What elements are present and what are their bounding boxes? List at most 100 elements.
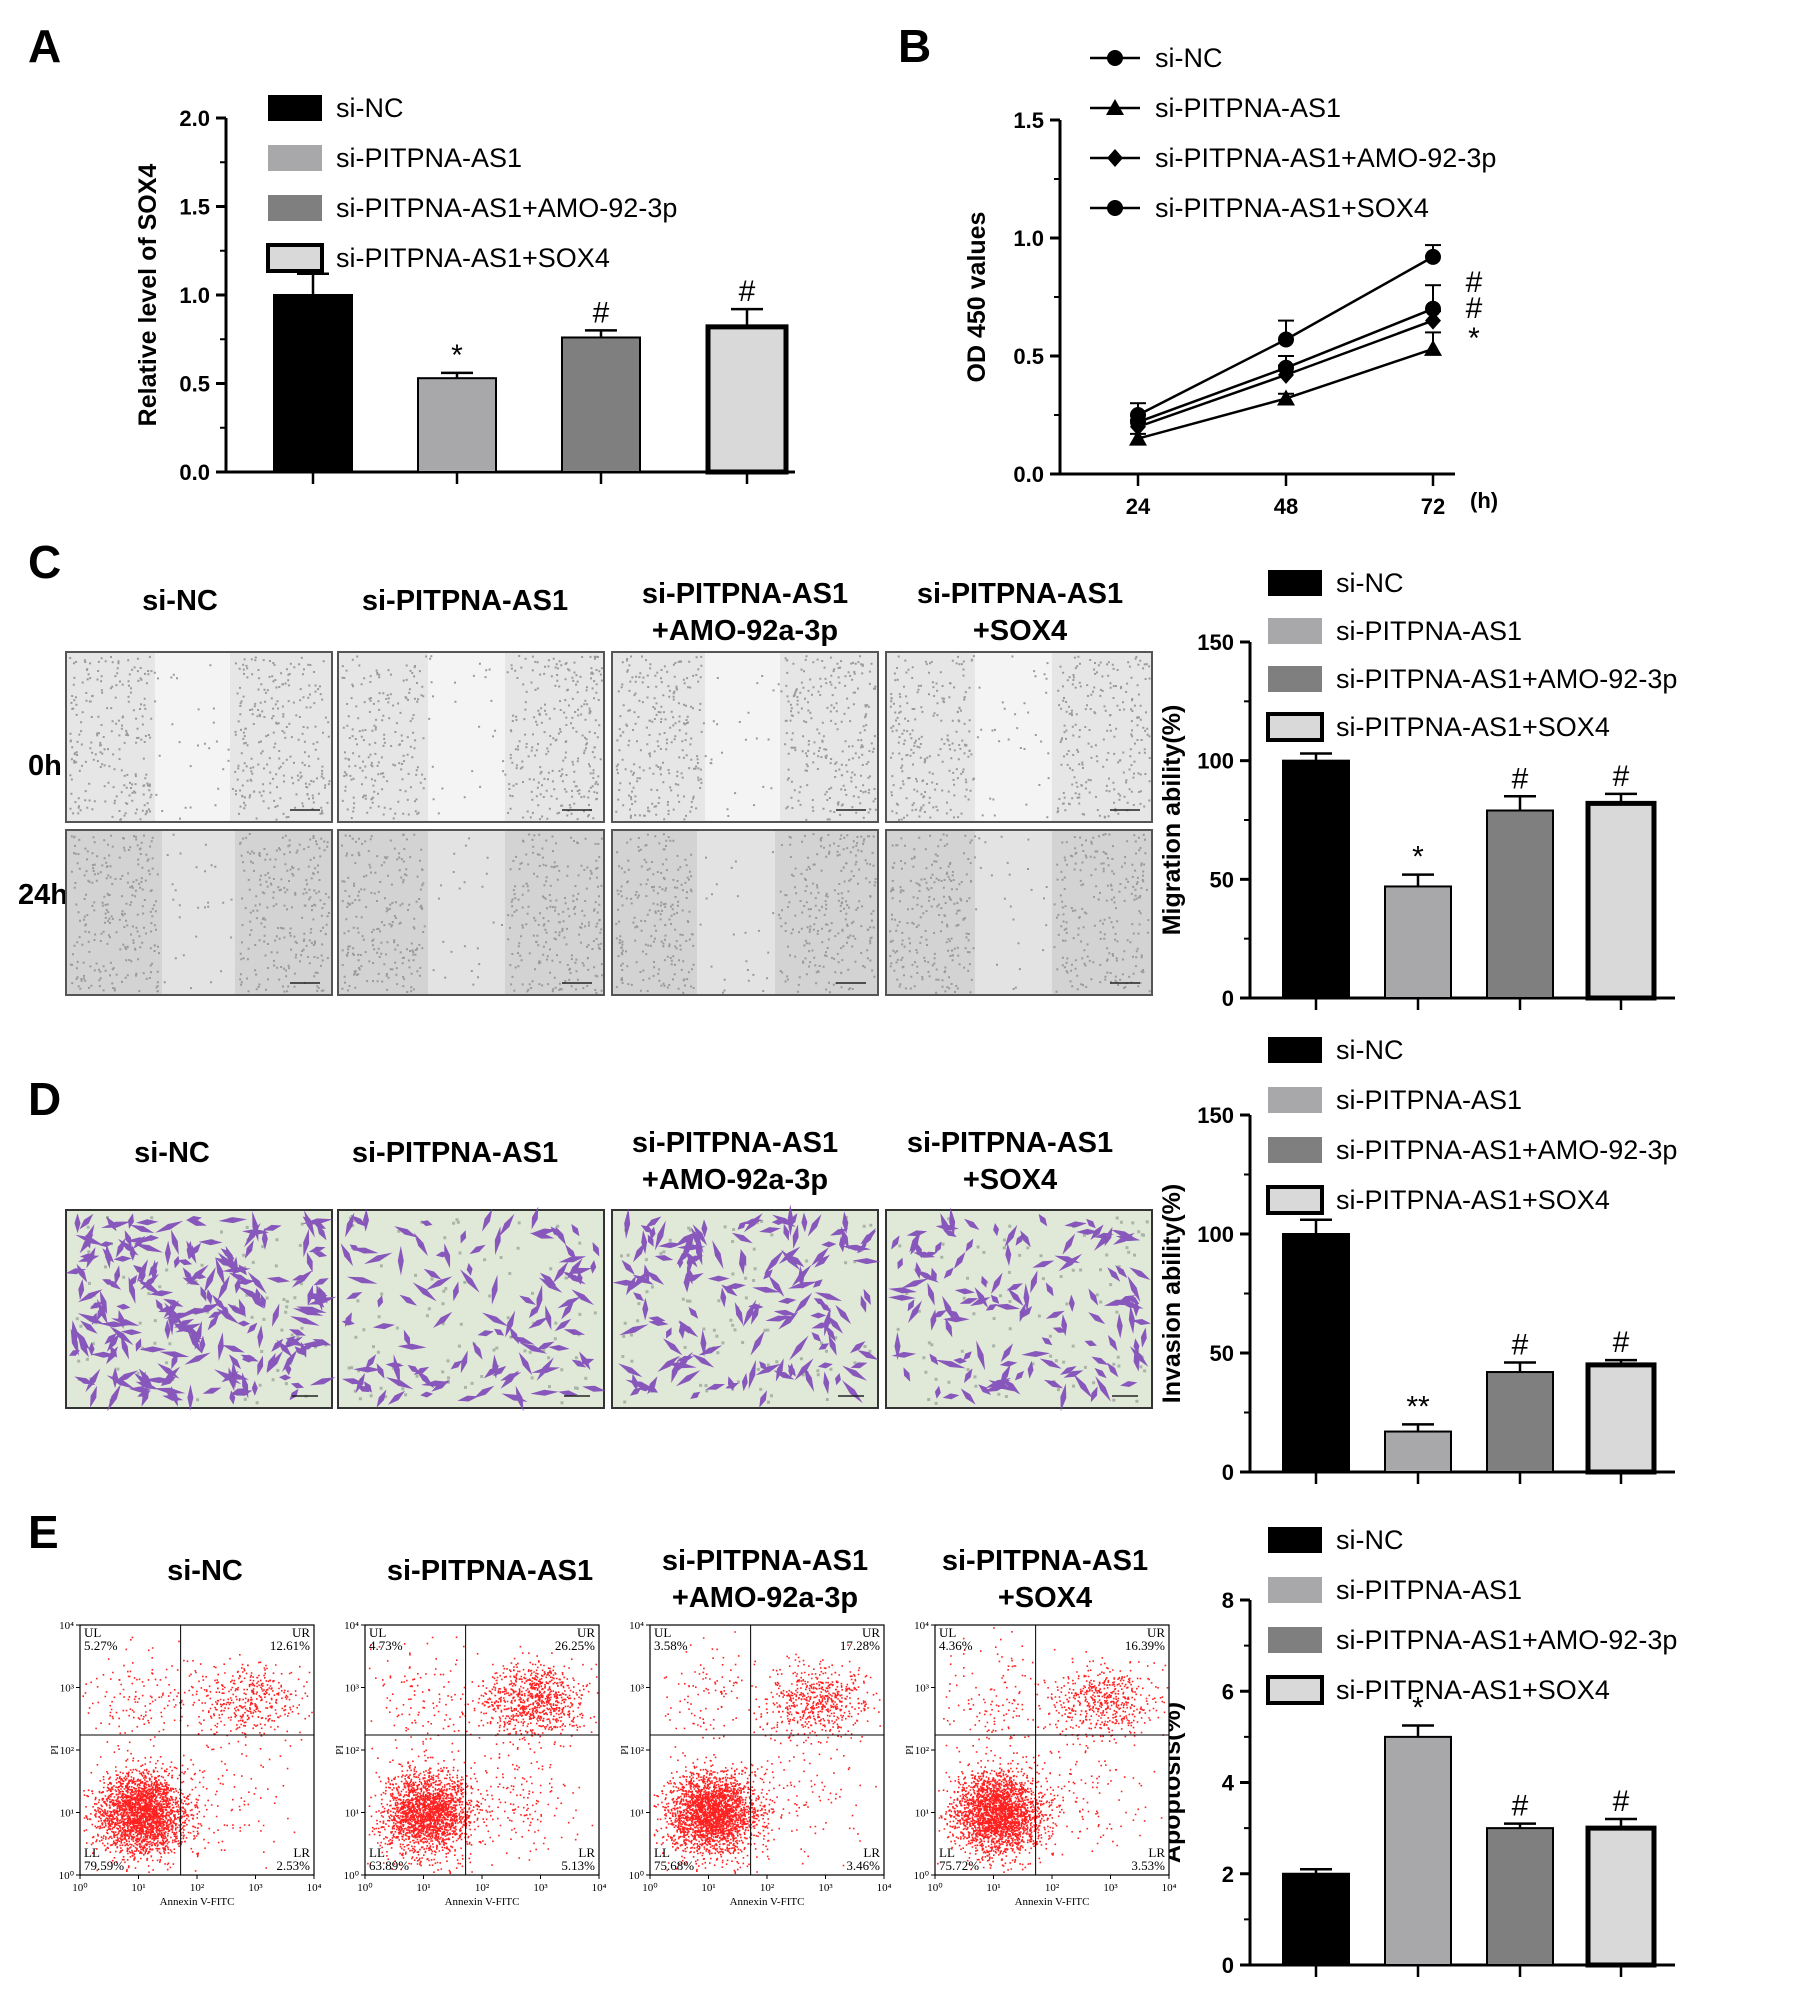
panel-a-y-tick-label: 1.5: [179, 195, 210, 220]
facs-y-tick-label: 10⁴: [59, 1620, 74, 1632]
facs-quad-label-ul: UL: [654, 1625, 671, 1640]
facs-y-tick-label: 10¹: [345, 1808, 359, 1820]
panel-a-sig-3: #: [593, 296, 610, 329]
panel-e-col-3-line-1: si-PITPNA-AS1: [662, 1545, 868, 1577]
legend-swatch-panel-c-3: [1268, 666, 1322, 692]
panel-e-y-tick-label: 0: [1222, 1953, 1234, 1978]
facs-quad-label-lr: LR: [1148, 1845, 1165, 1860]
facs-plot-frame-2: [364, 1624, 600, 1876]
panel-e-y-tick-label: 8: [1222, 1588, 1234, 1613]
panel-d-micrographs: [65, 1204, 1153, 1412]
facs-quad-value-lr: 5.13%: [561, 1858, 595, 1873]
panel-d-sig-4: #: [1613, 1326, 1630, 1359]
panel-c-col-4-line-2: +SOX4: [973, 615, 1067, 647]
facs-y-tick-label: 10⁰: [59, 1870, 75, 1882]
facs-quad-label-ul: UL: [369, 1625, 386, 1640]
legend-swatch-panel-e-2: [1268, 1577, 1322, 1603]
panel-a-bar-2: [417, 377, 497, 473]
facs-x-tick-label: 10³: [533, 1882, 548, 1894]
panel-d-col-3-line-2: +AMO-92a-3p: [642, 1164, 828, 1196]
panel-e-bar-1: [1282, 1872, 1350, 1966]
legend-swatch-panel-c-4: [1266, 712, 1324, 742]
facs-y-tick-label: 10⁴: [344, 1620, 359, 1632]
panel-d-sig-3: #: [1512, 1329, 1529, 1362]
panel-b-legend-label-3: si-PITPNA-AS1+AMO-92-3p: [1155, 143, 1496, 173]
panel-e-sig-4: #: [1613, 1785, 1630, 1818]
facs-y-tick-label: 10⁰: [344, 1870, 360, 1882]
panel-c-bar-2: [1384, 885, 1452, 999]
facs-quad-label-ur: UR: [1147, 1625, 1165, 1640]
facs-y-tick-label: 10⁴: [629, 1620, 644, 1632]
facs-x-tick-label: 10²: [760, 1882, 775, 1894]
panel-b-legend-marker-4: [1107, 200, 1123, 216]
facs-quad-label-ur: UR: [292, 1625, 310, 1640]
panel-e-col-1: si-NC: [167, 1555, 243, 1587]
panel-b-point-3-3: [1425, 311, 1441, 330]
facs-y-tick-label: 10³: [60, 1683, 75, 1695]
facs-quad-label-ll: LL: [939, 1845, 955, 1860]
panel-b-point-1-2: [1278, 331, 1294, 348]
facs-y-tick-label: 10³: [915, 1683, 930, 1695]
legend-label-panel-e-3: si-PITPNA-AS1+AMO-92-3p: [1336, 1625, 1677, 1655]
panel-a-bar-3: [561, 336, 641, 474]
facs-quad-label-lr: LR: [293, 1845, 310, 1860]
legend-label-panel-a-4: si-PITPNA-AS1+SOX4: [336, 243, 610, 273]
facs-quad-value-ll: 75.68%: [654, 1858, 694, 1873]
panel-a-y-tick-label: 1.0: [179, 283, 210, 308]
facs-x-tick-label: 10⁴: [877, 1882, 892, 1894]
panel-e-sig-2: *: [1412, 1691, 1424, 1724]
facs-x-tick-label: 10¹: [701, 1882, 715, 1894]
legend-swatch-panel-d-3: [1268, 1137, 1322, 1163]
panel-e-col-4-line-2: +SOX4: [998, 1582, 1092, 1614]
legend-label-panel-c-3: si-PITPNA-AS1+AMO-92-3p: [1336, 664, 1677, 694]
panel-e-bar-2: [1384, 1735, 1452, 1966]
panel-c-col-2: si-PITPNA-AS1: [362, 585, 568, 617]
scratch-cells-r2-c3: [615, 833, 877, 994]
facs-x-tick-label: 10²: [1045, 1882, 1060, 1894]
facs-quad-value-ul: 5.27%: [84, 1638, 118, 1653]
panel-e-col-4-line-1: si-PITPNA-AS1: [942, 1545, 1148, 1577]
panel-d-bar-3: [1486, 1371, 1554, 1474]
facs-y-tick-label: 10²: [630, 1745, 645, 1757]
panel-c-y-tick-label: 150: [1197, 630, 1234, 655]
panel-e-flow-cytometry: UL5.27%UR12.61%LL79.59%LR2.53%10⁰10⁰10¹1…: [49, 1620, 1177, 1908]
panel-b-point-2-3: [1424, 339, 1442, 356]
panel-b-y-tick-label: 1.5: [1013, 108, 1044, 133]
facs-quad-label-ll: LL: [84, 1845, 100, 1860]
scratch-gap-r2-c1: [162, 831, 235, 994]
facs-y-label: PI: [334, 1745, 346, 1755]
legend-label-panel-d-2: si-PITPNA-AS1: [1336, 1085, 1522, 1115]
facs-y-tick-label: 10²: [345, 1745, 360, 1757]
panel-d-bar-4: [1585, 1362, 1657, 1475]
facs-quad-value-ll: 63.89%: [369, 1858, 409, 1873]
panel-d-headers: si-NC si-PITPNA-AS1 si-PITPNA-AS1 +AMO-9…: [134, 1127, 1113, 1196]
panel-c-y-tick-label: 100: [1197, 749, 1234, 774]
facs-x-tick-label: 10⁴: [1162, 1882, 1177, 1894]
legend-swatch-panel-a-3: [268, 195, 322, 221]
panel-d-y-tick-label: 50: [1210, 1341, 1234, 1366]
facs-quad-value-ur: 17.28%: [840, 1638, 880, 1653]
facs-y-tick-label: 10²: [915, 1745, 930, 1757]
panel-d-y-tick-label: 100: [1197, 1222, 1234, 1247]
panel-b-sig-3: *: [1468, 322, 1480, 355]
facs-y-tick-label: 10⁰: [629, 1870, 645, 1882]
panel-b-y-tick-label: 0.5: [1013, 344, 1044, 369]
panel-b-point-1-3: [1425, 248, 1441, 265]
panel-b-y-tick-label: 1.0: [1013, 226, 1044, 251]
panel-e-y-tick-label: 2: [1222, 1862, 1234, 1887]
panel-b-point-4-2: [1278, 359, 1294, 376]
facs-x-tick-label: 10¹: [416, 1882, 430, 1894]
panel-c-row-0h: 0h: [28, 750, 62, 782]
panel-d-col-3-line-1: si-PITPNA-AS1: [632, 1127, 838, 1159]
facs-x-tick-label: 10⁰: [357, 1882, 373, 1894]
facs-y-tick-label: 10¹: [630, 1808, 644, 1820]
panel-d-bar-2: [1384, 1430, 1452, 1474]
panel-b-point-2-1: [1129, 429, 1147, 446]
facs-y-tick-label: 10¹: [60, 1808, 74, 1820]
facs-dots-1: [82, 1636, 313, 1873]
facs-x-tick-label: 10²: [475, 1882, 490, 1894]
panel-e-bar-4: [1585, 1825, 1657, 1968]
